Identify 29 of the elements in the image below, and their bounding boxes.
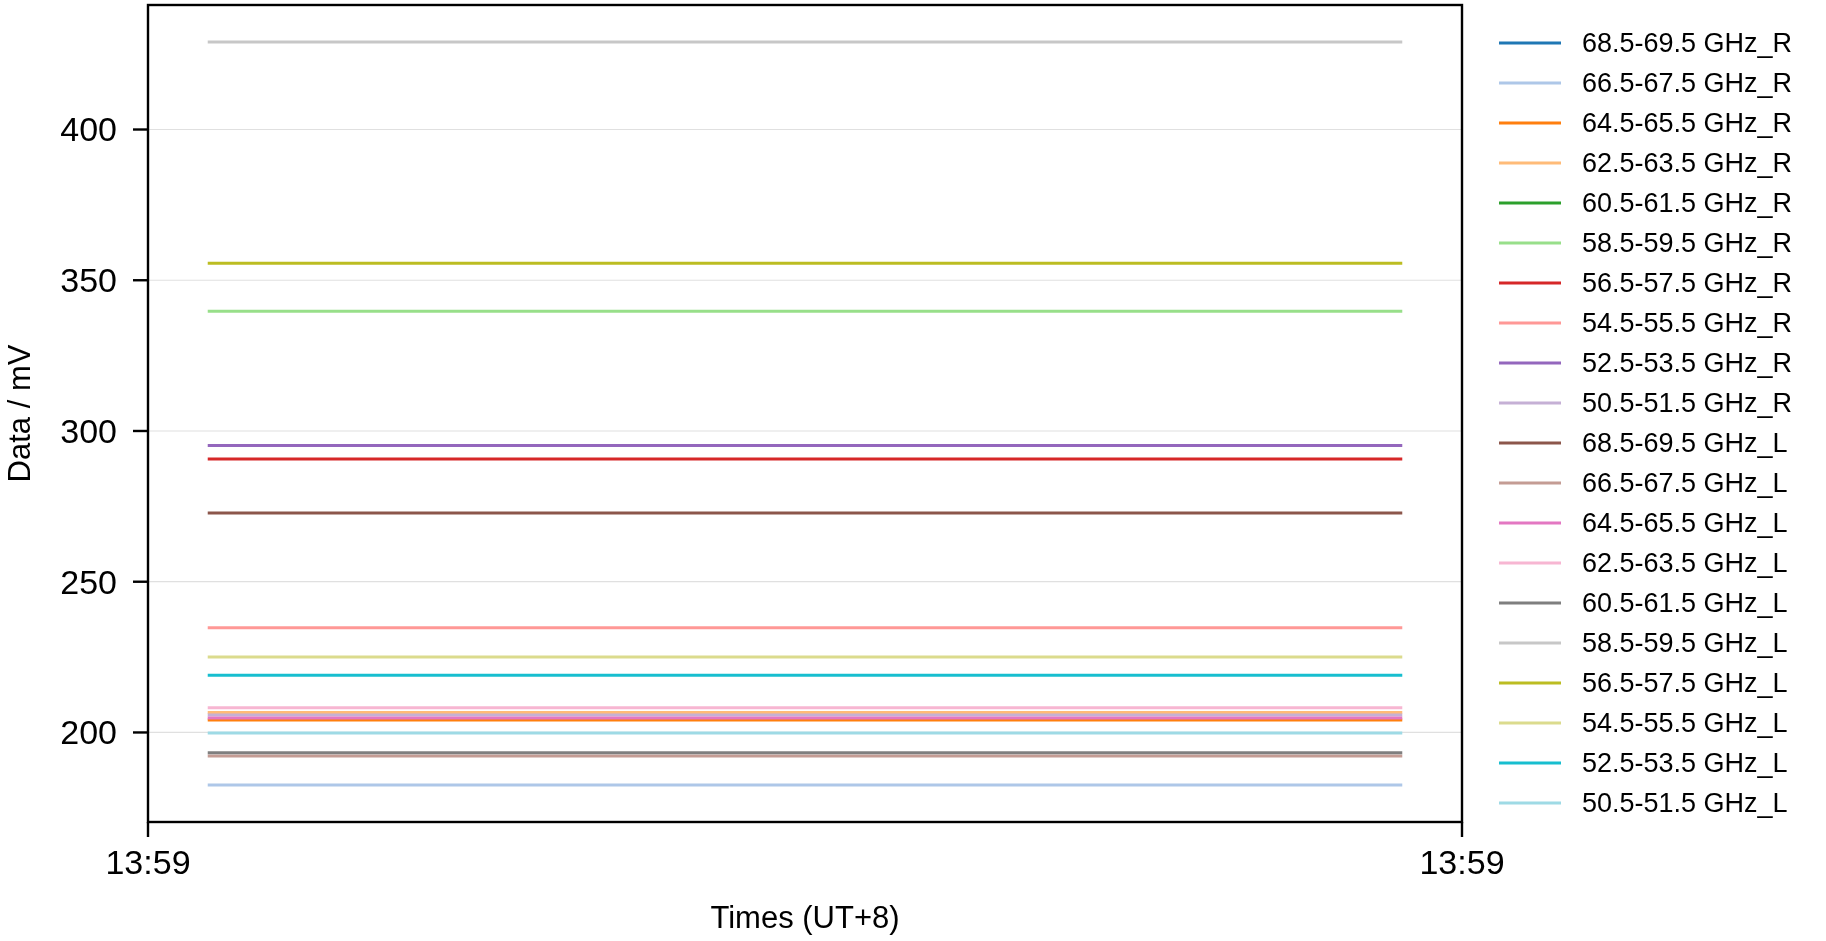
legend-label: 50.5-51.5 GHz_L (1582, 788, 1788, 819)
legend-label: 60.5-61.5 GHz_R (1582, 188, 1793, 219)
legend-label: 56.5-57.5 GHz_L (1582, 668, 1788, 699)
legend-label: 54.5-55.5 GHz_R (1582, 308, 1793, 339)
x-axis-title: Times (UT+8) (710, 900, 900, 935)
legend-label: 62.5-63.5 GHz_L (1582, 548, 1788, 579)
y-tick-label: 250 (60, 562, 117, 601)
legend-label: 66.5-67.5 GHz_L (1582, 468, 1788, 499)
y-tick-label: 300 (60, 411, 117, 450)
legend-label: 52.5-53.5 GHz_R (1582, 348, 1793, 379)
legend-label: 54.5-55.5 GHz_L (1582, 708, 1788, 739)
legend-label: 68.5-69.5 GHz_R (1582, 28, 1793, 59)
legend-label: 58.5-59.5 GHz_R (1582, 228, 1793, 259)
legend-label: 60.5-61.5 GHz_L (1582, 588, 1788, 619)
legend-label: 64.5-65.5 GHz_L (1582, 508, 1788, 539)
x-tick-label: 13:59 (1419, 843, 1505, 881)
legend-label: 68.5-69.5 GHz_L (1582, 428, 1788, 459)
y-tick-label: 350 (60, 261, 117, 300)
legend-label: 66.5-67.5 GHz_R (1582, 68, 1793, 99)
legend-label: 56.5-57.5 GHz_R (1582, 268, 1793, 299)
legend-label: 62.5-63.5 GHz_R (1582, 148, 1793, 179)
legend-label: 64.5-65.5 GHz_R (1582, 108, 1793, 139)
y-tick-label: 200 (60, 713, 117, 752)
legend-label: 50.5-51.5 GHz_R (1582, 388, 1793, 419)
x-tick-label: 13:59 (105, 843, 191, 881)
legend-label: 52.5-53.5 GHz_L (1582, 748, 1788, 779)
y-tick-label: 400 (60, 110, 117, 149)
legend-label: 58.5-59.5 GHz_L (1582, 628, 1788, 659)
y-axis-title: Data / mV (2, 344, 37, 483)
